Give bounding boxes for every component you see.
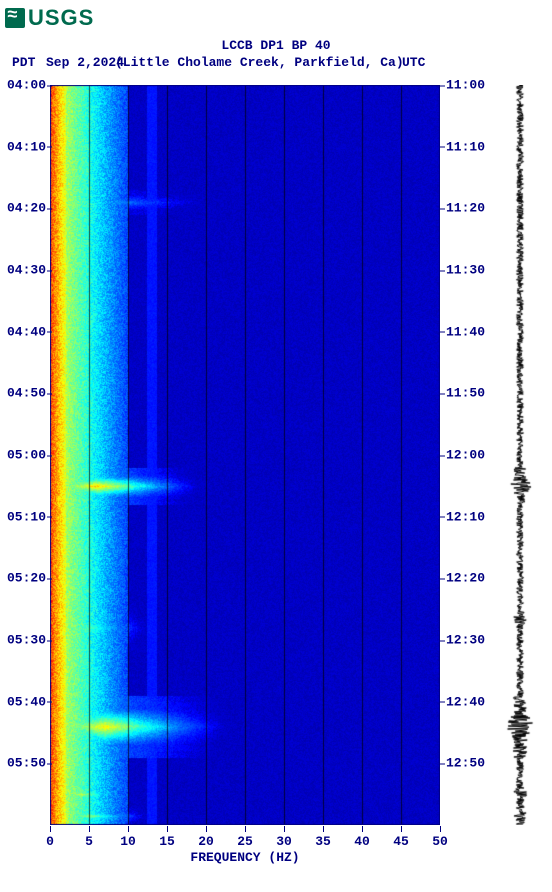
y-tick-left: 05:30 (7, 633, 46, 648)
x-tick-label: 30 (276, 834, 292, 849)
y-tick-left: 05:20 (7, 571, 46, 586)
location-label: (Little Cholame Creek, Parkfield, Ca) (115, 55, 404, 70)
y-tick-right: 11:30 (446, 263, 485, 278)
y-axis-left-pdt: 04:0004:1004:2004:3004:4004:5005:0005:10… (0, 85, 48, 825)
y-tick-left: 04:50 (7, 386, 46, 401)
date-label: Sep 2,2024 (46, 55, 124, 70)
y-tick-left: 04:00 (7, 78, 46, 93)
y-tick-right: 11:10 (446, 139, 485, 154)
y-tick-right: 12:10 (446, 509, 485, 524)
spectrogram-plot (50, 85, 440, 825)
x-tick-label: 20 (198, 834, 214, 849)
usgs-wave-icon (5, 8, 25, 28)
x-tick-label: 0 (46, 834, 54, 849)
x-tick-label: 40 (354, 834, 370, 849)
x-tick-mark (206, 826, 207, 832)
y-tick-left: 04:40 (7, 324, 46, 339)
x-tick-label: 15 (159, 834, 175, 849)
x-tick-mark (128, 826, 129, 832)
x-tick-mark (245, 826, 246, 832)
x-tick-mark (89, 826, 90, 832)
pdt-label: PDT (12, 55, 35, 70)
y-tick-left: 05:50 (7, 756, 46, 771)
x-tick-mark (167, 826, 168, 832)
x-tick-label: 10 (120, 834, 136, 849)
seismogram-trace (494, 85, 546, 825)
y-tick-right: 12:40 (446, 694, 485, 709)
x-tick-mark (362, 826, 363, 832)
x-tick-mark (323, 826, 324, 832)
x-tick-label: 35 (315, 834, 331, 849)
spectrogram-canvas (50, 85, 440, 825)
y-tick-right: 12:20 (446, 571, 485, 586)
x-tick-mark (284, 826, 285, 832)
y-tick-left: 04:10 (7, 139, 46, 154)
utc-label: UTC (402, 55, 425, 70)
y-tick-left: 04:30 (7, 263, 46, 278)
y-tick-right: 11:50 (446, 386, 485, 401)
y-tick-right: 12:30 (446, 633, 485, 648)
x-tick-label: 50 (432, 834, 448, 849)
x-tick-mark (50, 826, 51, 832)
y-tick-right: 11:40 (446, 324, 485, 339)
y-tick-right: 12:00 (446, 448, 485, 463)
x-axis-label: FREQUENCY (HZ) (50, 850, 440, 865)
y-tick-left: 05:10 (7, 509, 46, 524)
y-axis-right-utc: 11:0011:1011:2011:3011:4011:5012:0012:10… (442, 85, 490, 825)
x-tick-mark (401, 826, 402, 832)
y-tick-left: 04:20 (7, 201, 46, 216)
x-tick-mark (440, 826, 441, 832)
y-tick-right: 11:20 (446, 201, 485, 216)
y-tick-left: 05:40 (7, 694, 46, 709)
usgs-logo-text: USGS (28, 5, 94, 31)
x-tick-label: 5 (85, 834, 93, 849)
y-tick-right: 11:00 (446, 78, 485, 93)
seismogram-canvas (494, 85, 546, 825)
usgs-logo: USGS (5, 5, 94, 31)
x-tick-label: 25 (237, 834, 253, 849)
chart-title: LCCB DP1 BP 40 (0, 38, 552, 53)
y-tick-right: 12:50 (446, 756, 485, 771)
x-tick-label: 45 (393, 834, 409, 849)
y-tick-left: 05:00 (7, 448, 46, 463)
